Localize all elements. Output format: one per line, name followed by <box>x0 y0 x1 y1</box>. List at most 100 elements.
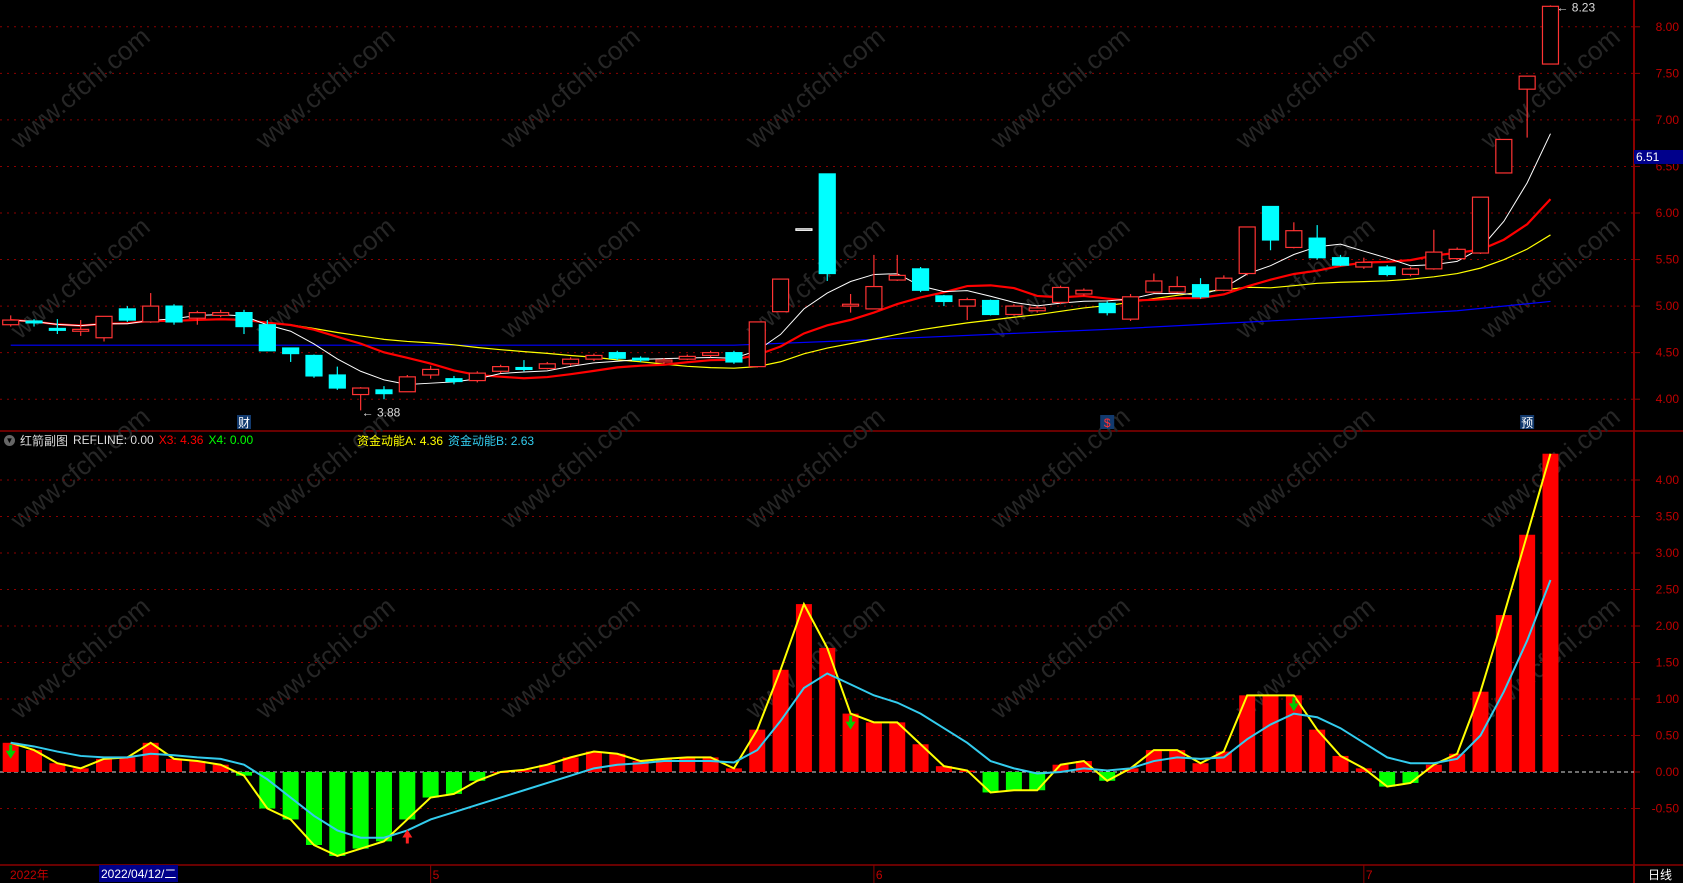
event-marker-bg <box>237 415 251 429</box>
indicator-bar <box>469 772 486 781</box>
refline-value: 0.00 <box>130 433 154 447</box>
indicator-bar <box>725 768 742 772</box>
indicator-tick-label: 4.00 <box>1656 473 1680 487</box>
candle-body <box>655 359 673 363</box>
indicator-bar <box>422 772 439 798</box>
candle <box>142 293 160 323</box>
candle-body <box>1541 5 1560 65</box>
period-label[interactable]: 日线 <box>1648 868 1673 882</box>
candle <box>1285 222 1303 249</box>
candle <box>165 304 183 325</box>
candle <box>1168 276 1186 294</box>
candle <box>748 321 766 368</box>
indicator-bar <box>1075 761 1092 772</box>
candle-body <box>585 354 603 360</box>
indicator-bar <box>375 772 392 842</box>
indicator-bar <box>1379 772 1396 787</box>
watermark-text: www.cfchi.com <box>494 401 646 535</box>
candle <box>422 365 440 379</box>
candle <box>701 350 720 358</box>
candle-body <box>841 303 860 307</box>
candle-body <box>1051 286 1070 303</box>
candle-body <box>865 285 883 310</box>
watermark-text: www.cfchi.com <box>494 21 646 155</box>
candle <box>2 315 20 327</box>
candle-body <box>352 387 370 396</box>
candle <box>1121 293 1140 321</box>
candle <box>305 354 323 378</box>
candle <box>1378 265 1396 277</box>
candle <box>562 357 580 366</box>
watermark-text: www.cfchi.com <box>984 21 1136 155</box>
candle-body <box>1098 302 1116 314</box>
x4-value: 0.00 <box>229 433 254 447</box>
watermark-text: www.cfchi.com <box>4 21 156 155</box>
candle-body <box>118 308 136 321</box>
candle <box>352 387 370 411</box>
indicator-tick-label: 0.00 <box>1656 765 1680 779</box>
candle <box>771 278 790 313</box>
candle-body <box>538 363 556 370</box>
candle <box>1518 75 1536 138</box>
candle <box>795 228 813 231</box>
candle-body <box>258 324 276 352</box>
candle <box>935 294 953 307</box>
indicator-name[interactable]: 红箭副图 <box>20 433 69 448</box>
candle-body <box>562 358 580 365</box>
candle <box>1005 304 1023 316</box>
candle <box>981 299 1000 316</box>
indicator-tick-label: 1.50 <box>1656 656 1680 670</box>
price-tick-label: 7.00 <box>1656 113 1680 127</box>
candle <box>1401 266 1420 277</box>
watermark-text: www.cfchi.com <box>1474 211 1626 345</box>
candle-body <box>1308 237 1326 259</box>
indicator-tick-label: 2.50 <box>1656 583 1680 597</box>
candle-body <box>1005 305 1023 316</box>
candle-body <box>515 366 533 371</box>
price-tick-label: 7.50 <box>1656 66 1680 80</box>
indicator-bar <box>329 772 346 856</box>
candle <box>25 319 43 327</box>
indicator-bar <box>1169 750 1186 772</box>
watermark-text: www.cfchi.com <box>739 401 891 535</box>
candle <box>375 386 393 400</box>
candle-body <box>212 312 230 317</box>
event-marker: 财 <box>238 416 250 430</box>
candle-body <box>818 173 836 275</box>
candle <box>118 306 136 322</box>
indicator-bar <box>935 766 952 772</box>
price-tick-label: 4.00 <box>1656 392 1680 406</box>
event-marker: $ <box>1104 416 1111 430</box>
candle-body <box>1518 75 1536 90</box>
candle <box>445 375 463 385</box>
candle-body <box>1425 251 1443 270</box>
candle <box>72 320 90 336</box>
candle <box>725 350 743 364</box>
indicator-bar <box>399 772 416 820</box>
indicator-bar <box>1192 763 1209 772</box>
indicator-bar <box>282 772 299 820</box>
candle <box>468 371 486 383</box>
candle <box>1448 247 1466 260</box>
month-label: 6 <box>876 868 883 882</box>
indicator-bar <box>889 722 906 772</box>
watermark-text: www.cfchi.com <box>984 211 1136 345</box>
indicator-bar <box>1309 729 1326 772</box>
indicator-legend-lines: 资金动能A: 4.36 资金动能B: 2.63 <box>357 432 534 449</box>
candle <box>1238 226 1256 276</box>
candle <box>398 374 416 393</box>
high-price-label: ← 8.23 <box>1556 0 1595 14</box>
candle-body <box>2 319 20 326</box>
candle <box>585 353 603 362</box>
candle <box>818 173 836 281</box>
price-tick-label: 5.00 <box>1656 299 1680 313</box>
indicator-bar <box>515 769 532 772</box>
indicator-bar <box>1542 453 1559 772</box>
indicator-tick-label: 2.00 <box>1656 619 1680 633</box>
candle <box>1308 225 1326 260</box>
collapse-toggle-icon[interactable]: ▼ <box>4 434 15 446</box>
current-price-tag: 6.51 <box>1634 150 1683 164</box>
indicator-bar <box>562 757 579 772</box>
indicator-tick-label: -0.50 <box>1652 802 1680 816</box>
